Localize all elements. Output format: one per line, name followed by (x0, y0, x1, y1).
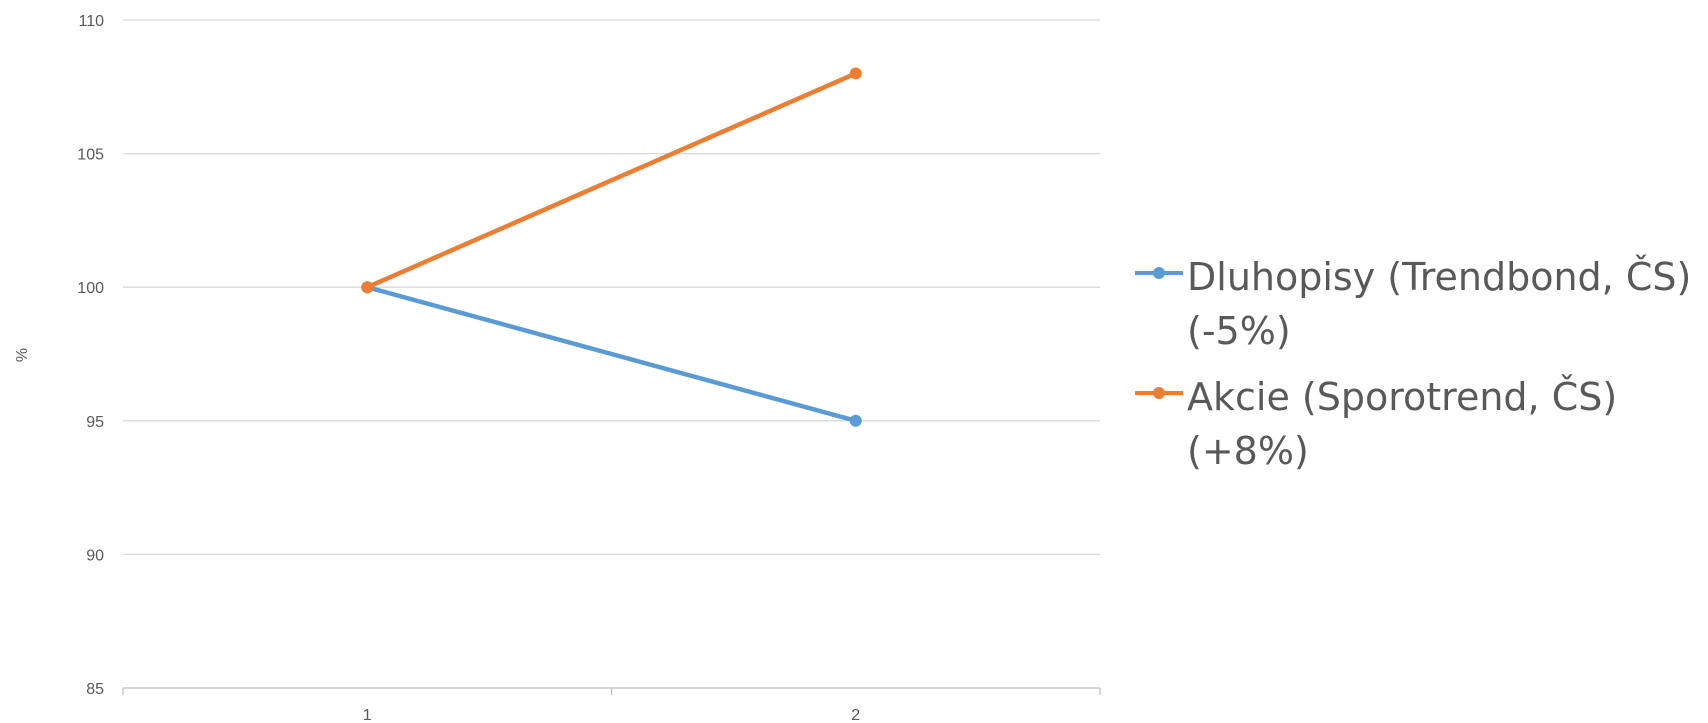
x-tick-label: 1 (363, 707, 372, 723)
series-line-0 (365, 284, 858, 424)
x-tick-label: 2 (851, 707, 860, 723)
y-axis-ticks: 85 90 95 100 105 110 (77, 13, 104, 698)
data-point-series-1 (361, 281, 374, 294)
y-tick-label: 90 (86, 547, 104, 564)
legend-label-bonds: Dluhopisy (Trendbond, ČS) (-5%) (1187, 255, 1692, 353)
series-lines (361, 67, 862, 427)
series-line-1 (365, 71, 858, 290)
legend-marker-bonds (1135, 267, 1183, 279)
legend: Dluhopisy (Trendbond, ČS) (-5%) Akcie (S… (1135, 250, 1695, 490)
data-point-series-0 (849, 414, 862, 427)
y-tick-label: 100 (77, 280, 104, 297)
y-tick-label: 110 (78, 13, 104, 30)
y-tick-label: 105 (77, 147, 104, 164)
legend-item-bonds: Dluhopisy (Trendbond, ČS) (-5%) (1135, 250, 1695, 358)
y-tick-label: 85 (86, 681, 104, 698)
legend-marker-stocks (1135, 387, 1183, 399)
y-axis-label: % (14, 348, 31, 362)
legend-label-stocks: Akcie (Sporotrend, ČS) (+8%) (1187, 375, 1618, 473)
y-tick-label: 95 (86, 414, 104, 431)
legend-item-stocks: Akcie (Sporotrend, ČS) (+8%) (1135, 370, 1695, 478)
gridlines (123, 19, 1100, 556)
data-point-series-1 (849, 67, 862, 80)
